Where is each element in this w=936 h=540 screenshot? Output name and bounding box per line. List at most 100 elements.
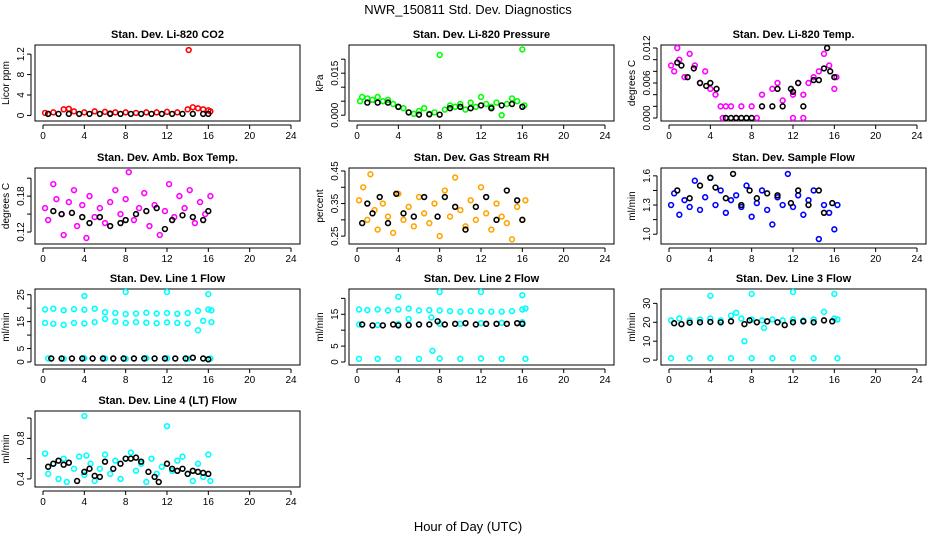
x-tick-label: 16 bbox=[203, 375, 215, 386]
x-tick-label: 0 bbox=[666, 131, 672, 142]
data-point bbox=[810, 316, 817, 323]
mean-point bbox=[467, 104, 474, 112]
data-point bbox=[477, 288, 485, 296]
y-tick-label: 30 bbox=[642, 297, 653, 309]
data-point bbox=[779, 97, 786, 104]
x-tick-label: 8 bbox=[749, 131, 755, 142]
y-tick-label: 0.012 bbox=[642, 35, 653, 60]
data-point bbox=[143, 309, 150, 316]
mean-point bbox=[674, 59, 681, 66]
data-point bbox=[60, 455, 67, 462]
mean-point bbox=[674, 187, 681, 194]
mean-point bbox=[73, 477, 81, 485]
mean-point bbox=[513, 197, 521, 204]
mean-point bbox=[158, 110, 166, 118]
y-tick-label: 0.8 bbox=[16, 431, 27, 445]
mean-point bbox=[707, 174, 714, 182]
data-point bbox=[174, 457, 181, 464]
data-point bbox=[389, 100, 397, 108]
y-axis-label: percent bbox=[315, 189, 326, 223]
data-point bbox=[769, 316, 776, 323]
data-point bbox=[374, 355, 381, 363]
data-point bbox=[112, 309, 119, 317]
data-point bbox=[132, 109, 140, 117]
data-point bbox=[174, 109, 181, 116]
mean-point bbox=[794, 79, 802, 87]
mean-point bbox=[746, 187, 753, 194]
mean-point bbox=[81, 468, 88, 476]
data-point bbox=[163, 108, 171, 116]
data-point bbox=[789, 114, 797, 122]
mean-point bbox=[161, 225, 169, 233]
mean-point bbox=[75, 110, 83, 118]
data-point bbox=[488, 308, 495, 315]
mean-point bbox=[132, 210, 140, 218]
mean-point bbox=[161, 355, 169, 362]
data-point bbox=[815, 235, 823, 243]
plot-frame bbox=[34, 167, 301, 245]
x-tick-label: 0 bbox=[40, 131, 46, 142]
mean-point bbox=[91, 472, 98, 480]
data-point bbox=[186, 186, 193, 194]
mean-point bbox=[120, 355, 127, 362]
data-point bbox=[73, 222, 81, 230]
mean-point bbox=[199, 469, 207, 477]
data-point bbox=[488, 226, 495, 233]
mean-point bbox=[712, 184, 719, 191]
data-point bbox=[707, 85, 714, 93]
mean-point bbox=[96, 473, 104, 481]
data-point bbox=[789, 91, 797, 98]
data-point bbox=[691, 62, 699, 69]
x-tick-label: 0 bbox=[354, 131, 360, 142]
x-tick-label: 8 bbox=[749, 375, 755, 386]
mean-point bbox=[441, 193, 449, 201]
y-axis-label: ml/min bbox=[1, 434, 12, 463]
mean-point bbox=[168, 465, 176, 472]
x-tick-label: 12 bbox=[161, 254, 173, 265]
data-point bbox=[779, 201, 786, 209]
data-point bbox=[122, 319, 129, 327]
x-tick-label: 4 bbox=[82, 497, 88, 508]
y-tick-label: 1.3 bbox=[642, 198, 653, 212]
mean-point bbox=[684, 73, 691, 81]
x-tick-label: 12 bbox=[475, 131, 487, 142]
mean-point bbox=[800, 318, 807, 325]
mean-point bbox=[462, 319, 469, 327]
mean-point bbox=[189, 467, 197, 475]
data-point bbox=[676, 315, 683, 322]
mean-point bbox=[137, 458, 145, 465]
data-point bbox=[769, 85, 776, 93]
mean-point bbox=[189, 354, 197, 361]
data-point bbox=[467, 307, 474, 315]
data-point bbox=[389, 229, 397, 237]
y-axis-label: ml/min bbox=[315, 312, 326, 341]
data-point bbox=[189, 477, 197, 485]
data-point bbox=[194, 105, 202, 112]
data-point bbox=[91, 108, 98, 115]
y-tick-label: 15 bbox=[330, 308, 341, 320]
data-point bbox=[498, 111, 505, 119]
mean-point bbox=[779, 103, 786, 110]
mean-point bbox=[389, 321, 397, 328]
data-point bbox=[748, 355, 755, 362]
data-point bbox=[81, 109, 88, 116]
panel-title: Stan. Dev. Gas Stream RH bbox=[414, 152, 550, 164]
data-point bbox=[789, 288, 797, 296]
data-point bbox=[522, 355, 529, 363]
y-tick-label: 25 bbox=[16, 289, 27, 301]
data-point bbox=[519, 46, 526, 53]
y-tick-label: 0.35 bbox=[330, 193, 341, 213]
mean-point bbox=[168, 216, 176, 224]
x-tick-label: 8 bbox=[437, 254, 443, 265]
data-point bbox=[696, 316, 704, 323]
data-point bbox=[50, 320, 57, 327]
panel-7: Stan. Dev. Line 1 Flow ml/min 0 4 8 12 16 20 24 0… bbox=[1, 273, 301, 386]
x-tick-label: 0 bbox=[354, 375, 360, 386]
data-point bbox=[205, 451, 212, 458]
data-point bbox=[472, 103, 480, 111]
data-point bbox=[446, 213, 454, 220]
data-point bbox=[79, 201, 86, 209]
mean-point bbox=[436, 111, 443, 118]
mean-point bbox=[44, 463, 52, 470]
